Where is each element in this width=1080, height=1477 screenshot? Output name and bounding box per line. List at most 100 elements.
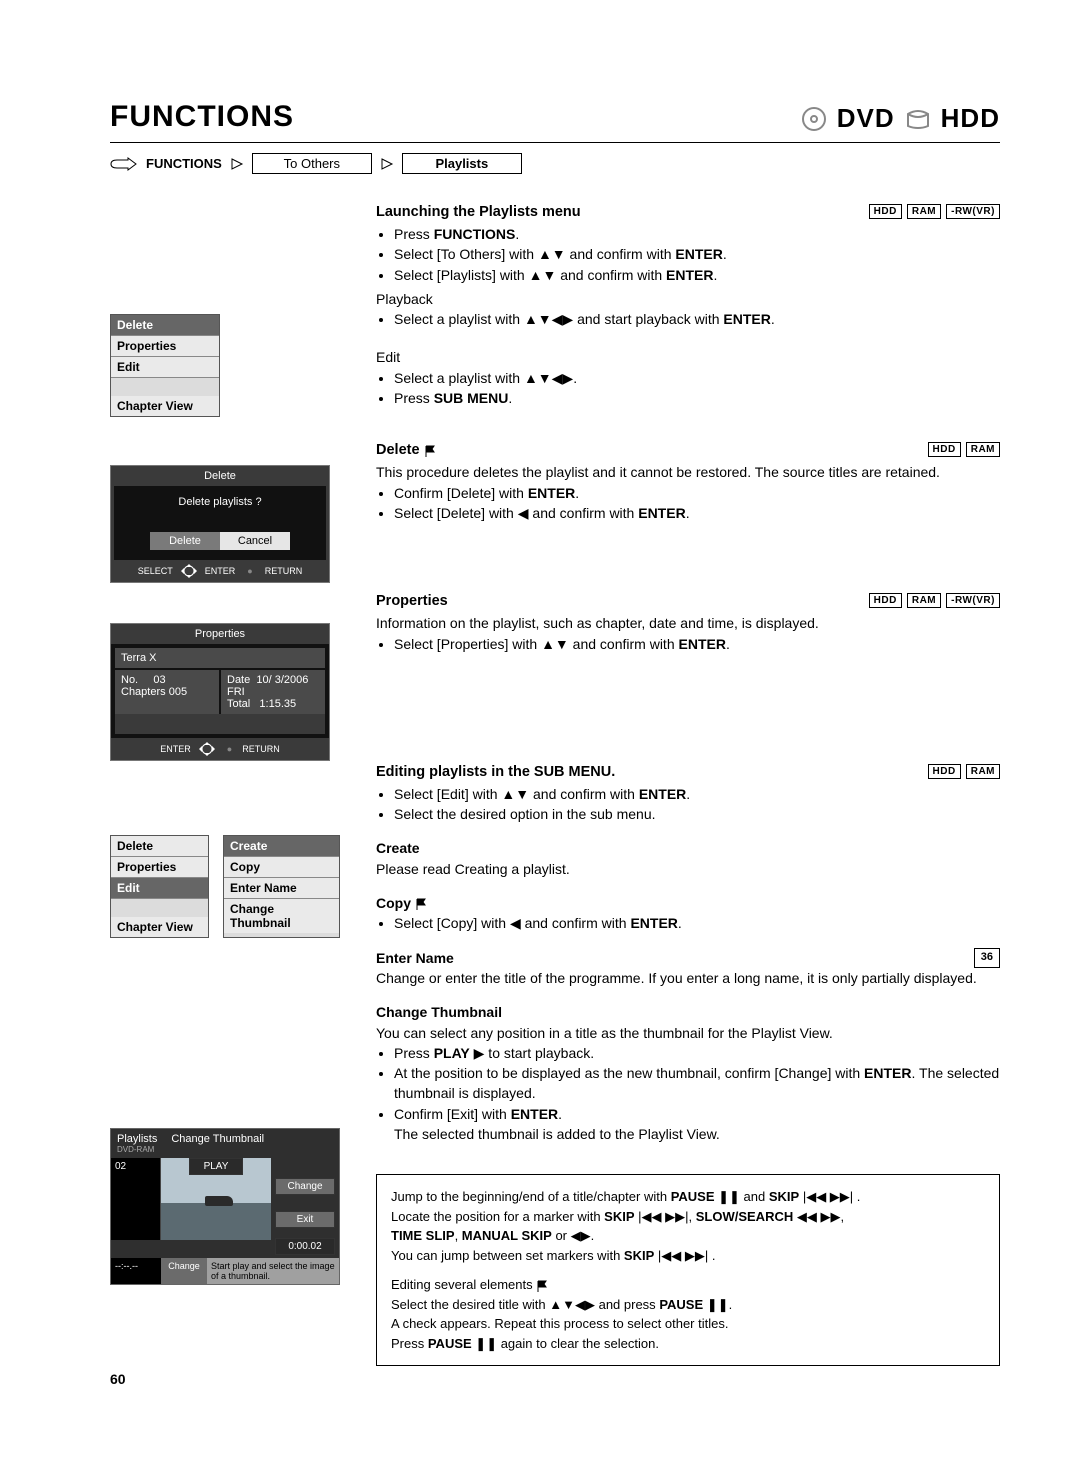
- menu-pair: Delete Properties Edit Chapter View Crea…: [110, 835, 340, 938]
- step: Press SUB MENU.: [394, 388, 1000, 408]
- exit-button[interactable]: Exit: [275, 1211, 335, 1228]
- section-title: Editing playlists in the SUB MENU.: [376, 764, 615, 780]
- thumb-head1: Playlists: [117, 1133, 157, 1145]
- page-number: 60: [110, 1371, 126, 1387]
- menu-item-properties[interactable]: Properties: [111, 857, 208, 878]
- badge-ram: RAM: [907, 204, 941, 219]
- note-line: TIME SLIP, MANUAL SKIP or ◀▶.: [391, 1226, 985, 1246]
- crumb-functions: FUNCTIONS: [146, 156, 222, 171]
- props-ch-label: Chapters: [121, 686, 166, 698]
- section-title: Properties: [376, 593, 448, 609]
- sub-heading: Edit: [376, 347, 1000, 367]
- badge-hdd: HDD: [869, 593, 902, 608]
- change-button[interactable]: Change: [275, 1178, 335, 1195]
- menu-item-delete[interactable]: Delete: [111, 315, 219, 336]
- menu-item-create[interactable]: Create: [224, 836, 339, 857]
- page-title: FUNCTIONS: [110, 100, 294, 134]
- dialog-hints: ENTER ● RETURN: [111, 738, 329, 760]
- context-menu-a: Delete Properties Edit Chapter View: [110, 835, 209, 938]
- section-title: Launching the Playlists menu: [376, 204, 581, 220]
- sub-heading: Copy: [376, 895, 415, 911]
- menu-item-delete[interactable]: Delete: [111, 836, 208, 857]
- properties-dialog: Properties Terra X No. 03 Chapters 005 D…: [110, 623, 330, 761]
- hdd-icon: [905, 106, 931, 132]
- badge-rwvr: -RW(VR): [946, 593, 1000, 608]
- crumb-playlists: Playlists: [402, 153, 522, 174]
- chevron-right-icon: [230, 157, 244, 171]
- menu-item-edit[interactable]: Edit: [111, 878, 208, 899]
- note-line: You can jump between set markers with SK…: [391, 1246, 985, 1266]
- badge-rwvr: -RW(VR): [946, 204, 1000, 219]
- delete-button[interactable]: Delete: [150, 532, 220, 550]
- crumb-to-others: To Others: [252, 153, 372, 174]
- section-launching: Launching the Playlists menu HDD RAM -RW…: [376, 204, 1000, 408]
- step: Press FUNCTIONS.: [394, 224, 1000, 244]
- section-title: Delete: [376, 442, 424, 458]
- change-button-small[interactable]: Change: [161, 1258, 207, 1284]
- menu-item-change-thumbnail[interactable]: Change Thumbnail: [224, 899, 339, 933]
- note-box: Jump to the beginning/end of a title/cha…: [376, 1174, 1000, 1366]
- step: At the position to be displayed as the n…: [394, 1063, 1000, 1104]
- thumb-head2: Change Thumbnail: [171, 1133, 264, 1154]
- cancel-button[interactable]: Cancel: [220, 532, 290, 550]
- note-line: Locate the position for a marker with SK…: [391, 1207, 985, 1227]
- left-column: Delete Properties Edit Chapter View Dele…: [110, 204, 340, 1400]
- props-total-value: 1:15.35: [259, 698, 296, 710]
- thumb-bot-time: --:--.--: [115, 1261, 157, 1271]
- sub-heading: Playback: [376, 289, 1000, 309]
- badge-ram: RAM: [907, 593, 941, 608]
- hand-pointer-icon: [110, 156, 138, 172]
- menu-item-edit[interactable]: Edit: [111, 357, 219, 378]
- note-line: Press PAUSE ❚❚ again to clear the select…: [391, 1334, 985, 1354]
- page-ref: 36: [974, 948, 1000, 968]
- boat-icon: [205, 1196, 233, 1206]
- sub-heading: Create: [376, 840, 420, 856]
- body-text: You can select any position in a title a…: [376, 1023, 1000, 1043]
- dialog-title: Delete: [111, 466, 329, 486]
- badge-hdd: HDD: [928, 764, 961, 779]
- note-line: A check appears. Repeat this process to …: [391, 1314, 985, 1334]
- body-text: Change or enter the title of the program…: [376, 968, 1000, 988]
- step: Press PLAY ▶ to start playback.: [394, 1043, 1000, 1063]
- menu-item-copy[interactable]: Copy: [224, 857, 339, 878]
- media-dvd-label: DVD: [837, 103, 895, 134]
- step: Confirm [Exit] with ENTER.The selected t…: [394, 1104, 1000, 1145]
- dpad-icon: [179, 564, 199, 578]
- menu-item-chapter-view[interactable]: Chapter View: [111, 396, 219, 416]
- badge-ram: RAM: [966, 442, 1000, 457]
- menu-gap: [111, 899, 208, 917]
- flag-icon: [415, 898, 427, 910]
- menu-gap: [111, 378, 219, 396]
- note-line: Select the desired title with ▲▼◀▶ and p…: [391, 1295, 985, 1315]
- step: Select [Properties] with ▲▼ and confirm …: [394, 634, 1000, 654]
- dialog-hints: SELECT ENTER ● RETURN: [111, 560, 329, 582]
- menu-item-chapter-view[interactable]: Chapter View: [111, 917, 208, 937]
- context-menu: Delete Properties Edit Chapter View: [110, 314, 220, 417]
- step: Select [Playlists] with ▲▼ and confirm w…: [394, 265, 1000, 285]
- thumbnail-preview: PLAY: [161, 1158, 271, 1240]
- step: Select the desired option in the sub men…: [394, 804, 1000, 824]
- change-thumbnail-dialog: Playlists DVD-RAM Change Thumbnail 02 PL…: [110, 1128, 340, 1285]
- step: Confirm [Delete] with ENTER.: [394, 483, 1000, 503]
- step: Select [Edit] with ▲▼ and confirm with E…: [394, 784, 1000, 804]
- right-column: Launching the Playlists menu HDD RAM -RW…: [376, 204, 1000, 1400]
- note-line: Editing several elements: [391, 1275, 985, 1295]
- menu-item-properties[interactable]: Properties: [111, 336, 219, 357]
- dpad-icon: [197, 742, 217, 756]
- hint-return: RETURN: [242, 744, 280, 754]
- dialog-title: Properties: [111, 624, 329, 644]
- page-header: FUNCTIONS DVD HDD: [110, 100, 1000, 134]
- content: Delete Properties Edit Chapter View Dele…: [110, 204, 1000, 1400]
- menu-item-enter-name[interactable]: Enter Name: [224, 878, 339, 899]
- context-menu-b: Create Copy Enter Name Change Thumbnail: [223, 835, 340, 938]
- sub-heading: Change Thumbnail: [376, 1004, 502, 1020]
- thumb-instruction: Start play and select the image of a thu…: [207, 1258, 339, 1284]
- badge-ram: RAM: [966, 764, 1000, 779]
- breadcrumb: FUNCTIONS To Others Playlists: [110, 153, 1000, 174]
- step: Select a playlist with ▲▼◀▶ and start pl…: [394, 309, 1000, 329]
- disc-icon: [801, 106, 827, 132]
- sub-heading: Enter Name: [376, 948, 454, 968]
- media-badges: DVD HDD: [801, 103, 1000, 134]
- step: Select [To Others] with ▲▼ and confirm w…: [394, 244, 1000, 264]
- props-ch-value: 005: [169, 686, 187, 698]
